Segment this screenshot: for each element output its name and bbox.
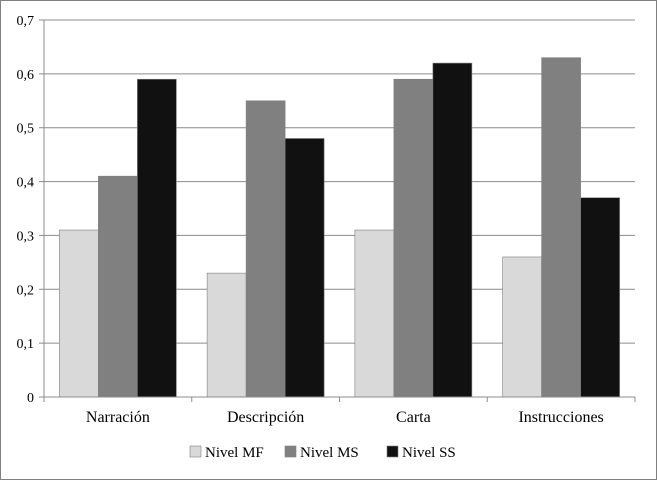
x-category-label: Carta [396, 409, 431, 426]
y-axis-ticks: 0 0,1 0,2 0,3 0,4 0,5 0,6 0,7 [17, 14, 44, 406]
y-tick-label: 0,1 [17, 337, 35, 352]
legend-label: Nivel MS [300, 445, 359, 461]
y-tick-label: 0,2 [17, 283, 35, 298]
y-tick-label: 0,5 [17, 122, 35, 137]
bar-nivel-ss [137, 78, 177, 398]
x-axis: Narración Descripción Carta Instrucciones [43, 20, 636, 426]
legend-swatch [284, 445, 297, 458]
bar-nivel-ms [98, 175, 138, 398]
bar-nivel-ss [432, 62, 473, 398]
legend: Nivel MF Nivel MS Nivel SS [189, 445, 456, 461]
y-tick-label: 0,3 [17, 229, 35, 244]
legend-label: Nivel MF [205, 445, 264, 461]
legend-swatch [386, 445, 399, 458]
bar-nivel-ms [393, 78, 434, 398]
y-tick-label: 0,6 [17, 68, 35, 83]
bar-nivel-ms [245, 100, 286, 398]
bar-nivel-ms [541, 57, 581, 398]
y-tick-label: 0,4 [17, 176, 35, 191]
y-tick-label: 0,7 [17, 14, 35, 29]
x-category-label: Narración [86, 409, 150, 426]
x-category-label: Descripción [227, 409, 304, 426]
bars [59, 57, 620, 398]
bar-nivel-ss [580, 197, 620, 398]
x-category-label: Instrucciones [518, 409, 603, 426]
bar-nivel-mf [502, 256, 542, 398]
legend-swatch [189, 445, 202, 458]
bar-nivel-mf [59, 229, 99, 398]
bar-nivel-mf [354, 229, 395, 398]
legend-label: Nivel SS [402, 445, 456, 461]
bar-nivel-ss [284, 138, 325, 398]
y-tick-label: 0 [27, 391, 34, 406]
bar-nivel-mf [206, 272, 247, 398]
